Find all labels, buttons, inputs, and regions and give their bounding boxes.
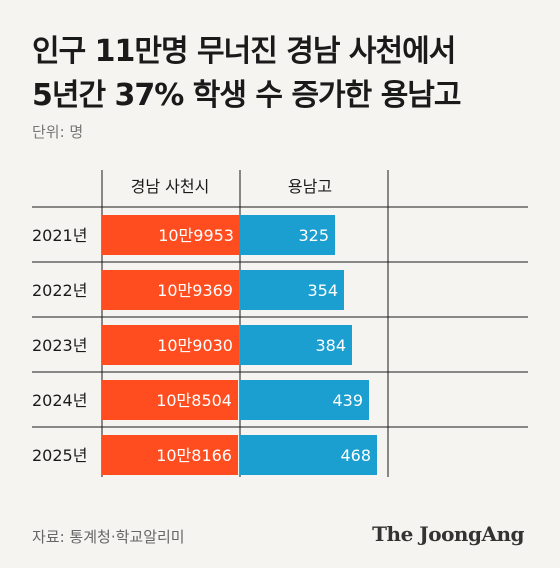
row-label-year: 2024년 [32,391,87,410]
bar-label-yongnam: 468 [340,446,371,465]
row-label-year: 2021년 [32,226,87,245]
bar-label-sacheon: 10만8166 [156,446,232,465]
bar-label-sacheon: 10만9953 [158,226,234,245]
column-header-yongnam: 용남고 [288,177,332,196]
bar-label-sacheon: 10만8504 [156,391,232,410]
bar-sacheon [102,270,239,310]
bar-label-yongnam: 439 [332,391,363,410]
bar-label-sacheon: 10만9369 [157,281,233,300]
unit-label: 단위: 명 [32,123,84,141]
bar-label-sacheon: 10만9030 [157,336,233,355]
bar-yongnam [240,270,344,310]
bar-sacheon [102,435,238,475]
bar-marks: 10만9953 10만9369 10만9030 10만8504 10만8166 325 35… [102,215,377,475]
table-grid: 2021년 2022년 2023년 2024년 2025년 [32,170,528,477]
bar-label-yongnam: 325 [298,226,329,245]
bar-yongnam [240,435,377,475]
bar-sacheon [102,215,240,255]
source-note: 자료: 통계청·학교알리미 [32,528,185,546]
bar-yongnam [240,380,369,420]
chart-title-line-2: 5년간 37% 학생 수 증가한 용남고 [32,78,462,113]
row-label-year: 2023년 [32,336,87,355]
row-label-year: 2022년 [32,281,87,300]
bar-label-yongnam: 384 [315,336,346,355]
bar-sacheon [102,325,239,365]
bar-yongnam [240,215,335,255]
bar-label-yongnam: 354 [307,281,338,300]
chart-title: 인구 11만명 무너진 경남 사천에서 5년간 37% 학생 수 증가한 용남고 [32,30,532,118]
bar-sacheon [102,380,238,420]
column-header-sacheon: 경남 사천시 [131,177,210,196]
chart-title-line-1: 인구 11만명 무너진 경남 사천에서 [32,34,456,69]
bar-yongnam [240,325,352,365]
row-label-year: 2025년 [32,446,87,465]
column-headers: 경남 사천시 용남고 [131,177,332,196]
publisher-logo: The JoongAng [372,522,524,546]
